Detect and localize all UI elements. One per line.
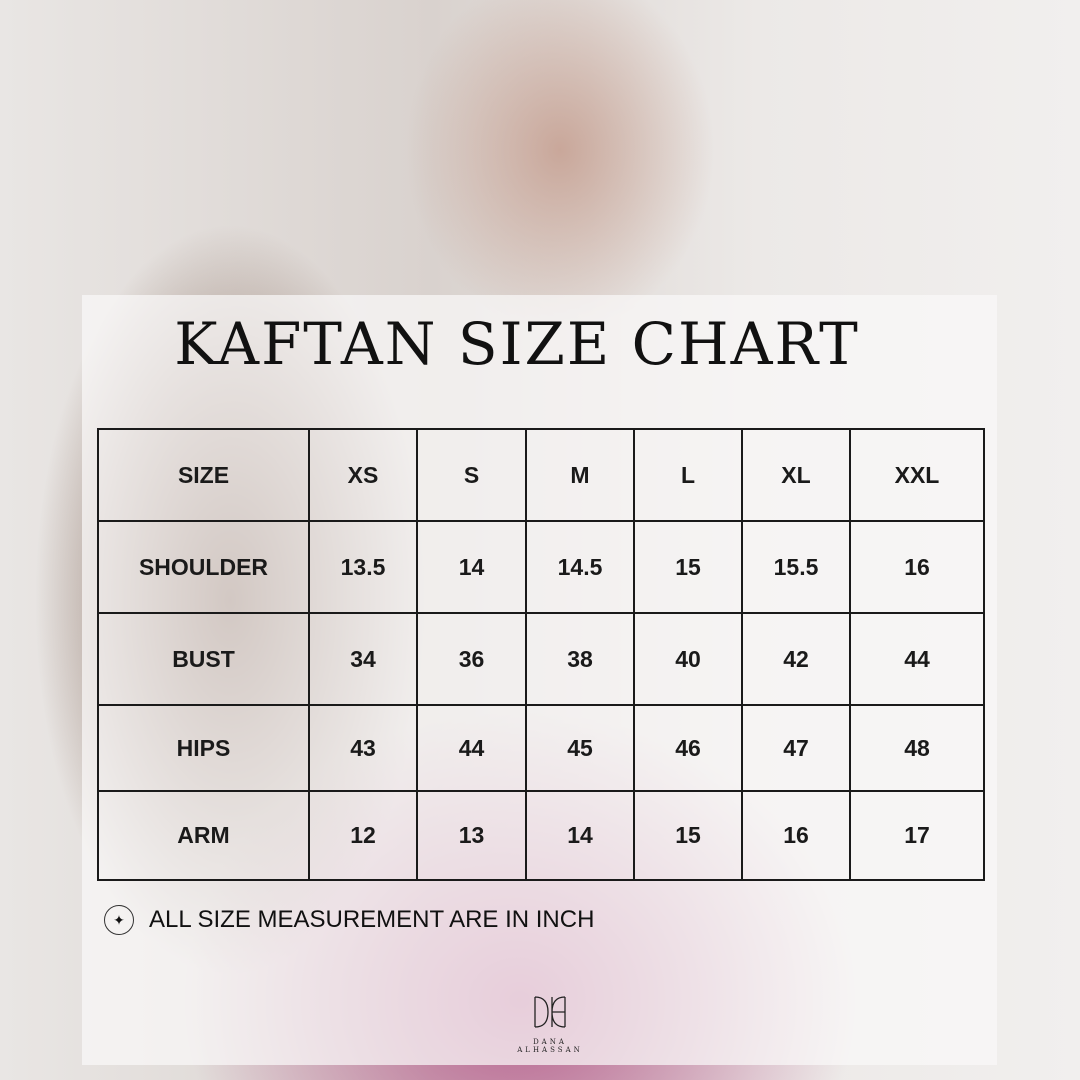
table-row: ARM 12 13 14 15 16 17 [97,790,985,881]
table-cell: 12 [308,790,418,881]
dh-monogram-icon [534,996,566,1028]
table-header-row: SIZE XS S M L XL XXL [97,428,985,522]
table-row: BUST 34 36 38 40 42 44 [97,612,985,706]
table-cell: 38 [525,612,635,706]
column-header: M [525,428,635,522]
row-label: SHOULDER [97,520,310,614]
table-cell: 42 [741,612,851,706]
row-label: BUST [97,612,310,706]
table-cell: 36 [416,612,527,706]
sparkle-icon: ✦ [104,905,134,935]
table-cell: 15 [633,520,743,614]
brand-name: DANA ALHASSAN [517,1038,583,1054]
table-row: SHOULDER 13.5 14 14.5 15 15.5 16 [97,520,985,614]
table-cell: 34 [308,612,418,706]
table-cell: 14.5 [525,520,635,614]
column-header: XS [308,428,418,522]
table-cell: 13 [416,790,527,881]
column-header: L [633,428,743,522]
table-cell: 47 [741,704,851,792]
table-cell: 45 [525,704,635,792]
row-label: HIPS [97,704,310,792]
table-cell: 48 [849,704,985,792]
size-table: SIZE XS S M L XL XXL SHOULDER 13.5 14 14.5 15 15.5 16… [97,428,985,881]
table-cell: 44 [416,704,527,792]
table-cell: 14 [416,520,527,614]
note-text: ALL SIZE MEASUREMENT ARE IN INCH [149,906,595,933]
column-header: XL [741,428,851,522]
table-cell: 43 [308,704,418,792]
table-cell: 17 [849,790,985,881]
table-cell: 13.5 [308,520,418,614]
table-cell: 44 [849,612,985,706]
table-cell: 16 [849,520,985,614]
column-header: XXL [849,428,985,522]
column-header: S [416,428,527,522]
measurement-note: ✦ ALL SIZE MEASUREMENT ARE IN INCH [104,905,594,935]
column-header: SIZE [97,428,310,522]
table-cell: 40 [633,612,743,706]
table-cell: 46 [633,704,743,792]
table-cell: 16 [741,790,851,881]
row-label: ARM [97,790,310,881]
page-title: KAFTAN SIZE CHART [174,310,860,378]
table-row: HIPS 43 44 45 46 47 48 [97,704,985,792]
brand-logo: DANA ALHASSAN [500,995,600,1054]
table-cell: 15.5 [741,520,851,614]
table-cell: 14 [525,790,635,881]
table-cell: 15 [633,790,743,881]
